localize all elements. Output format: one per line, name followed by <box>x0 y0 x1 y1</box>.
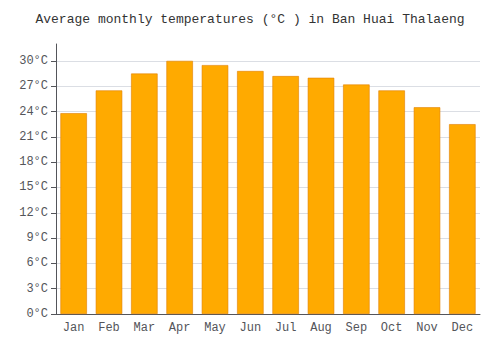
svg-text:9°C: 9°C <box>26 231 48 245</box>
svg-text:Sep: Sep <box>346 321 368 335</box>
svg-text:Jul: Jul <box>275 321 297 335</box>
svg-text:27°C: 27°C <box>19 79 48 93</box>
svg-text:3°C: 3°C <box>26 282 48 296</box>
svg-text:6°C: 6°C <box>26 256 48 270</box>
svg-text:21°C: 21°C <box>19 130 48 144</box>
svg-text:Jun: Jun <box>240 321 262 335</box>
svg-text:30°C: 30°C <box>19 54 48 68</box>
svg-text:0°C: 0°C <box>26 307 48 321</box>
svg-text:24°C: 24°C <box>19 105 48 119</box>
svg-text:Nov: Nov <box>416 321 438 335</box>
svg-text:Apr: Apr <box>169 321 191 335</box>
svg-text:Jan: Jan <box>63 321 85 335</box>
svg-text:Average monthly temperatures (: Average monthly temperatures (°C ) in Ba… <box>35 12 464 27</box>
svg-text:Dec: Dec <box>452 321 474 335</box>
svg-text:May: May <box>204 321 226 335</box>
svg-text:Aug: Aug <box>310 321 332 335</box>
svg-text:Feb: Feb <box>98 321 120 335</box>
svg-text:Oct: Oct <box>381 321 403 335</box>
svg-text:Mar: Mar <box>134 321 156 335</box>
svg-text:18°C: 18°C <box>19 155 48 169</box>
svg-text:15°C: 15°C <box>19 180 48 194</box>
svg-text:12°C: 12°C <box>19 206 48 220</box>
